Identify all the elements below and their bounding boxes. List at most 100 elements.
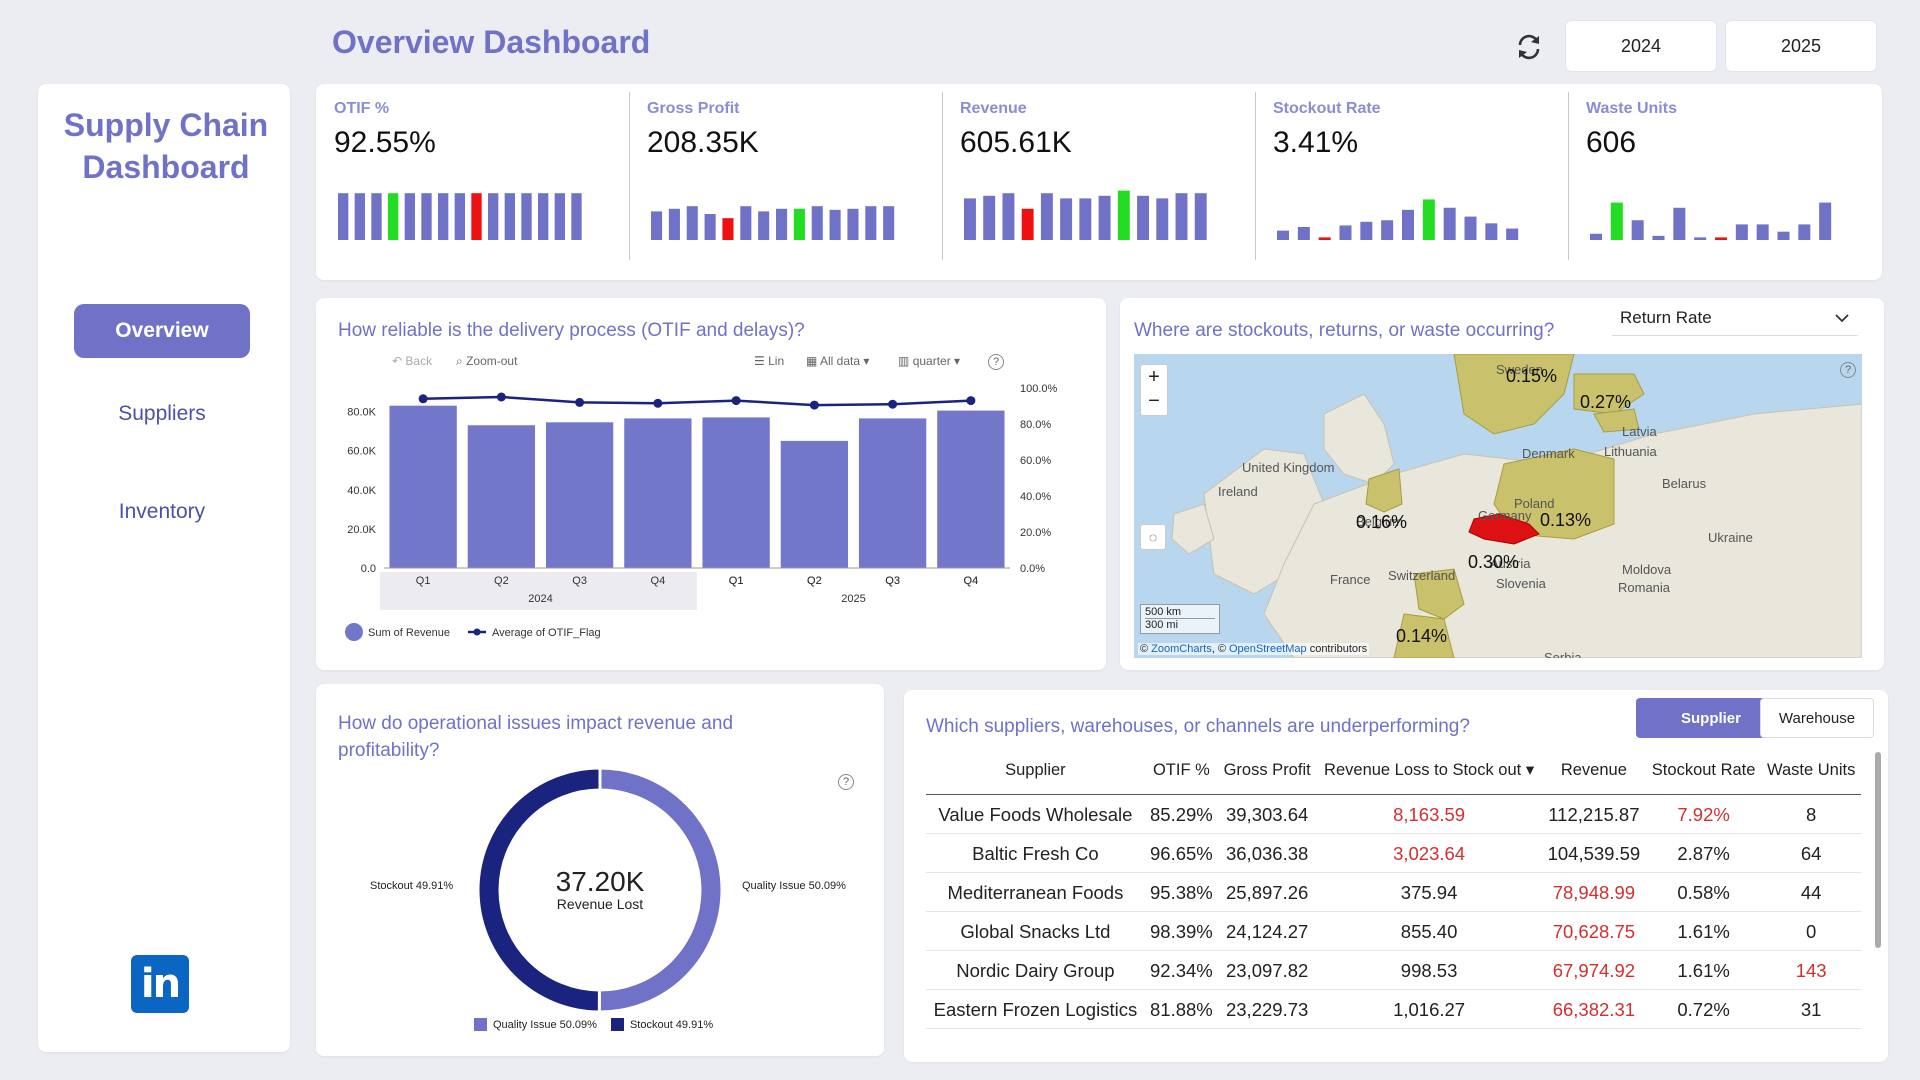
x-tick-label-overlay: Q4: [964, 575, 979, 587]
quarter-button[interactable]: ▥ quarter ▾: [898, 354, 961, 368]
donut-title-line2: profitability?: [338, 740, 440, 761]
kpi-bar: [758, 211, 770, 240]
table-cell: 1.61%: [1645, 950, 1762, 990]
table-row[interactable]: Value Foods Wholesale 85.29% 39,303.64 8,16…: [926, 794, 1861, 834]
map-place-belarus: Belarus: [1662, 476, 1707, 491]
map-help-icon[interactable]: ?: [1840, 362, 1856, 378]
all-data-button[interactable]: ▦ All data ▾: [806, 354, 870, 368]
kpi-label: Gross Profit: [647, 100, 740, 117]
table-cell: 98.39%: [1144, 911, 1218, 951]
kpi-divider: [1255, 92, 1256, 260]
donut-slice-stockout[interactable]: [476, 766, 602, 1014]
column-header[interactable]: Gross Profit: [1217, 752, 1317, 795]
group-label: 2025: [841, 593, 865, 605]
suppliers-title: Which suppliers, warehouses, or channels…: [926, 716, 1470, 737]
table-cell: 92.34%: [1144, 950, 1218, 990]
map-place-france: France: [1330, 572, 1371, 587]
table-cell: 36,036.38: [1217, 833, 1317, 873]
table-cell: 3,023.64: [1316, 833, 1542, 873]
zoom-out-button[interactable]: ⌕ Zoom-out: [456, 354, 517, 369]
column-header[interactable]: Supplier: [926, 752, 1145, 795]
kpi-bar: [1694, 237, 1707, 240]
lasso-icon[interactable]: ◌: [1140, 524, 1166, 550]
map-zoom-controls: + −: [1140, 364, 1168, 416]
legend-swatch-quality: [474, 1018, 487, 1031]
group-label: 2024: [528, 593, 552, 605]
back-button[interactable]: ↶ Back: [392, 354, 433, 368]
zoomcharts-link[interactable]: ZoomCharts: [1151, 643, 1212, 655]
zoom-out-map-button[interactable]: −: [1148, 390, 1160, 412]
table-scrollbar[interactable]: [1875, 752, 1881, 948]
kpi-sparkbars: [1277, 199, 1519, 240]
attribution-suffix: contributors: [1306, 643, 1368, 655]
kpi-bar: [740, 206, 752, 240]
map-place-latvia: Latvia: [1622, 424, 1657, 439]
table-cell: 2.87%: [1645, 833, 1762, 873]
column-header[interactable]: OTIF %: [1144, 752, 1218, 795]
table-cell: 67,974.92: [1541, 950, 1646, 990]
table-cell: 95.38%: [1144, 872, 1218, 912]
linkedin-icon[interactable]: in: [131, 955, 189, 1013]
table-cell: 85.29%: [1144, 794, 1218, 834]
table-cell: 70,628.75: [1541, 911, 1646, 951]
otif-point: [496, 392, 506, 402]
zoom-out-icon: ⌕: [456, 354, 463, 368]
table-row[interactable]: Baltic Fresh Co 96.65% 36,036.38 3,023.64 10…: [926, 833, 1861, 873]
x-tick-label-overlay: Q1: [729, 575, 744, 587]
table-row[interactable]: Global Snacks Ltd 98.39% 24,124.27 855.40 70…: [926, 911, 1861, 951]
kpi-bar: [1360, 221, 1373, 240]
map-place-lithuania: Lithuania: [1604, 444, 1657, 459]
column-header[interactable]: Waste Units: [1761, 752, 1861, 795]
metric-dropdown-value: Return Rate: [1620, 308, 1712, 327]
kpi-bar: [354, 193, 365, 240]
lin-button[interactable]: ☰ Lin: [754, 354, 784, 368]
table-row[interactable]: Mediterranean Foods 95.38% 25,897.26 375.94…: [926, 872, 1861, 912]
europe-map[interactable]: Sweden Latvia Lithuania Denmark United Kingd…: [1134, 354, 1862, 658]
revenue-bar: [858, 418, 927, 568]
table-row[interactable]: Eastern Frozen Logistics 81.88% 23,229.73 1…: [926, 989, 1861, 1029]
osm-link[interactable]: OpenStreetMap: [1228, 643, 1307, 655]
table-cell: 0.58%: [1645, 872, 1762, 912]
nav-overview[interactable]: Overview: [74, 304, 250, 358]
legend-quality: Quality Issue 50.09%: [493, 1018, 597, 1031]
revenue-bar: [937, 410, 1005, 568]
kpi-stockout-rate: Stockout Rate 3.41%: [1255, 84, 1567, 280]
tab-warehouse[interactable]: Warehouse: [1760, 698, 1874, 738]
refresh-icon[interactable]: [1512, 30, 1546, 64]
kpi-bar: [438, 193, 449, 240]
table-cell: 1.61%: [1645, 911, 1762, 951]
legend-stockout: Stockout 49.91%: [629, 1018, 714, 1031]
kpi-bar: [338, 193, 349, 240]
kpi-divider: [1568, 92, 1569, 260]
otif-point: [653, 398, 663, 408]
column-header[interactable]: Stockout Rate: [1645, 752, 1762, 795]
donut-help-icon[interactable]: ?: [838, 774, 854, 790]
metric-dropdown[interactable]: Return Rate: [1612, 302, 1858, 336]
donut-chart: [476, 766, 724, 1014]
table-row[interactable]: Nordic Dairy Group 92.34% 23,097.82 998.53 6…: [926, 950, 1861, 990]
help-icon[interactable]: ?: [988, 354, 1004, 370]
year-2025-button[interactable]: 2025: [1725, 20, 1877, 72]
map-place-austria: Austria: [1490, 556, 1531, 571]
donut-title: How do operational issues impact revenue…: [338, 710, 733, 764]
kpi-bar: [793, 208, 805, 240]
table-cell: Global Snacks Ltd: [926, 911, 1145, 951]
map-place-switzerland: Switzerland: [1388, 568, 1456, 583]
year-2024-button[interactable]: 2024: [1565, 20, 1717, 72]
nav-suppliers[interactable]: Suppliers: [118, 402, 206, 425]
otif-line: [423, 395, 971, 407]
zoom-out-label: Zoom-out: [466, 354, 518, 368]
y2-tick-label: 20.0%: [1020, 527, 1051, 539]
kpi-value: 208.35K: [647, 126, 759, 159]
column-header[interactable]: Revenue Loss to Stock out ▾: [1316, 752, 1542, 795]
zoom-in-button[interactable]: +: [1148, 366, 1160, 388]
nav-inventory[interactable]: Inventory: [118, 500, 206, 523]
table-cell: 998.53: [1316, 950, 1542, 990]
x-tick-label: Q3: [885, 575, 900, 587]
kpi-bar: [421, 193, 432, 240]
legend-revenue: Sum of Revenue: [368, 627, 450, 639]
kpi-bar: [1590, 233, 1602, 240]
kpi-sparkbars: [1590, 202, 1832, 240]
map-place-slovenia: Slovenia: [1496, 576, 1546, 591]
column-header[interactable]: Revenue: [1541, 752, 1646, 795]
